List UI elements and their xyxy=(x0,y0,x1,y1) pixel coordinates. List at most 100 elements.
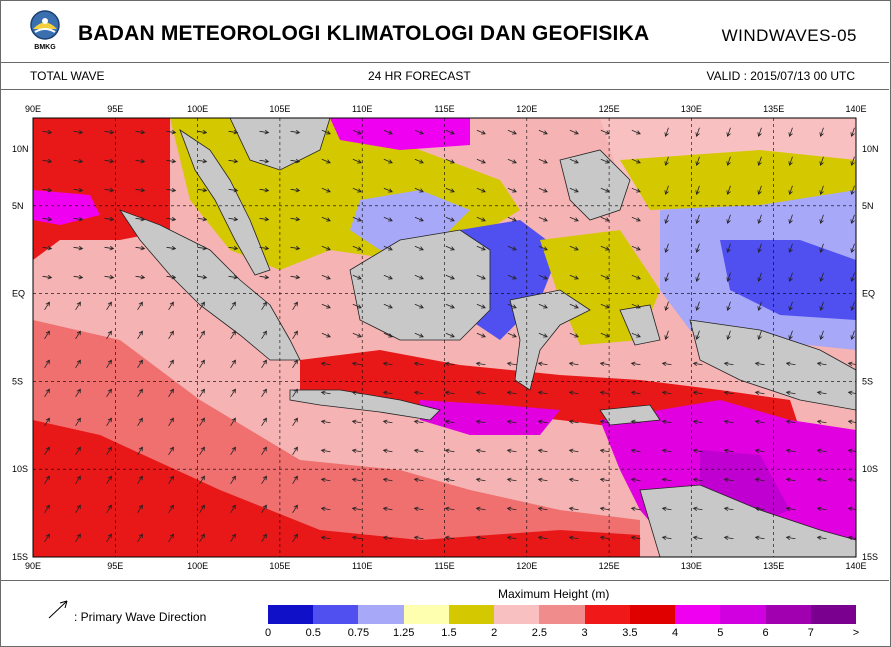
wave-direction-arrow xyxy=(569,129,579,135)
wave-direction-arrow xyxy=(850,330,855,341)
wave-direction-arrow xyxy=(630,506,641,512)
wave-direction-arrow xyxy=(106,504,112,514)
wave-direction-arrow xyxy=(104,216,115,222)
color-scale-swatch xyxy=(675,605,721,624)
wave-direction-arrow xyxy=(785,448,796,454)
wave-direction-arrow xyxy=(507,303,517,309)
color-scale-tick: 2.5 xyxy=(531,627,548,639)
wave-direction-arrow xyxy=(538,129,548,135)
wave-direction-arrow xyxy=(757,185,762,196)
wave-direction-arrow xyxy=(104,274,115,280)
wave-direction-arrow xyxy=(199,417,205,427)
wave-direction-arrow xyxy=(723,361,734,367)
longitude-label: 110E xyxy=(352,561,372,571)
wave-direction-arrow xyxy=(695,185,700,196)
wave-direction-arrow xyxy=(228,158,239,164)
wave-direction-arrow xyxy=(692,448,703,454)
wave-direction-arrow xyxy=(754,390,765,396)
wave-direction-arrow xyxy=(692,477,703,483)
graticule xyxy=(33,118,856,557)
wave-direction-arrow xyxy=(228,245,239,251)
wave-direction-arrow xyxy=(199,533,205,543)
map-border xyxy=(32,117,857,558)
wave-direction-arrow xyxy=(476,158,486,164)
wave-direction-arrow xyxy=(631,129,641,135)
longitude-label: 110E xyxy=(352,104,372,114)
wave-direction-arrow xyxy=(819,272,824,283)
wave-direction-arrow xyxy=(73,216,84,222)
wave-direction-arrow xyxy=(106,533,112,543)
wave-direction-arrow xyxy=(507,274,517,280)
wave-direction-arrow xyxy=(661,535,672,541)
wave-direction-arrow xyxy=(382,448,393,454)
wave-direction-arrow xyxy=(726,330,731,341)
wave-direction-arrow xyxy=(850,214,855,225)
wave-direction-arrow xyxy=(569,158,579,164)
wave-direction-arrow xyxy=(664,156,669,167)
wave-direction-arrow xyxy=(320,448,331,454)
very-high-wave-flores xyxy=(420,400,560,435)
wave-direction-arrow xyxy=(414,303,424,309)
wave-direction-arrow xyxy=(292,533,298,543)
wave-direction-arrow xyxy=(444,419,455,425)
wave-direction-arrow xyxy=(413,419,424,425)
wave-direction-arrow xyxy=(754,448,765,454)
land-australia xyxy=(639,484,856,557)
wave-direction-arrow xyxy=(290,158,301,164)
wave-direction-arrow xyxy=(661,419,672,425)
wave-direction-arrow xyxy=(475,535,486,541)
wave-direction-arrow xyxy=(168,330,174,340)
wave-direction-arrow xyxy=(414,332,424,338)
wave-map: 90E 90E 95E 95E 100E 100E 105E 105E 110E 110E 115E… xyxy=(12,104,879,571)
wave-direction-arrow xyxy=(445,303,455,309)
wave-direction-arrow xyxy=(290,245,301,251)
legend-title: Maximum Height (m) xyxy=(498,587,610,601)
wave-direction-arrow xyxy=(351,506,362,512)
longitude-label: 105E xyxy=(269,561,290,571)
wave-direction-arrow xyxy=(664,243,669,254)
wave-direction-arrow xyxy=(106,301,112,311)
wave-direction-arrow xyxy=(228,216,239,222)
low-wave-pacific xyxy=(720,240,856,320)
wave-direction-arrow xyxy=(104,158,115,164)
wave-direction-arrow xyxy=(661,477,672,483)
high-wave-south xyxy=(33,420,640,557)
wave-direction-arrow xyxy=(538,332,548,338)
moderate-wave-celebes xyxy=(620,150,856,210)
wave-direction-arrow xyxy=(506,506,517,512)
wave-direction-arrow xyxy=(476,245,486,251)
wave-direction-arrow xyxy=(537,535,548,541)
wave-direction-arrow xyxy=(414,129,424,135)
wave-direction-arrow xyxy=(788,127,793,138)
color-scale-tick: 0.75 xyxy=(347,627,370,639)
very-high-wave-west xyxy=(33,190,100,225)
wave-direction-arrow xyxy=(137,533,143,543)
wave-direction-arrow xyxy=(816,390,827,396)
wave-direction-arrow xyxy=(506,535,517,541)
wave-direction-arrow xyxy=(351,448,362,454)
wave-direction-arrow xyxy=(850,301,855,312)
color-scale-tick: 3.5 xyxy=(622,627,638,639)
wave-direction-arrows xyxy=(42,127,856,543)
product-name: WINDWAVES-05 xyxy=(721,26,857,45)
wave-direction-arrow xyxy=(197,274,208,280)
wave-direction-arrow xyxy=(695,156,700,167)
wave-direction-arrow xyxy=(507,158,517,164)
color-scale-tick: 1.5 xyxy=(441,627,457,639)
wave-direction-arrow xyxy=(757,214,762,225)
wave-direction-arrow xyxy=(569,245,579,251)
wave-direction-arrow xyxy=(352,129,362,135)
wave-direction-arrow xyxy=(819,185,824,196)
wave-direction-arrow xyxy=(538,303,548,309)
wave-direction-arrow xyxy=(199,504,205,514)
wave-direction-arrow xyxy=(788,272,793,283)
longitude-label: 140E xyxy=(845,104,866,114)
wave-direction-arrow xyxy=(75,388,81,398)
wave-direction-arrow xyxy=(507,245,517,251)
land-timor xyxy=(599,404,661,426)
wave-direction-arrow xyxy=(507,332,517,338)
wave-direction-arrow xyxy=(726,243,731,254)
wave-direction-arrow xyxy=(445,274,455,280)
wave-direction-arrow xyxy=(197,187,208,193)
wave-direction-arrow xyxy=(166,245,177,251)
